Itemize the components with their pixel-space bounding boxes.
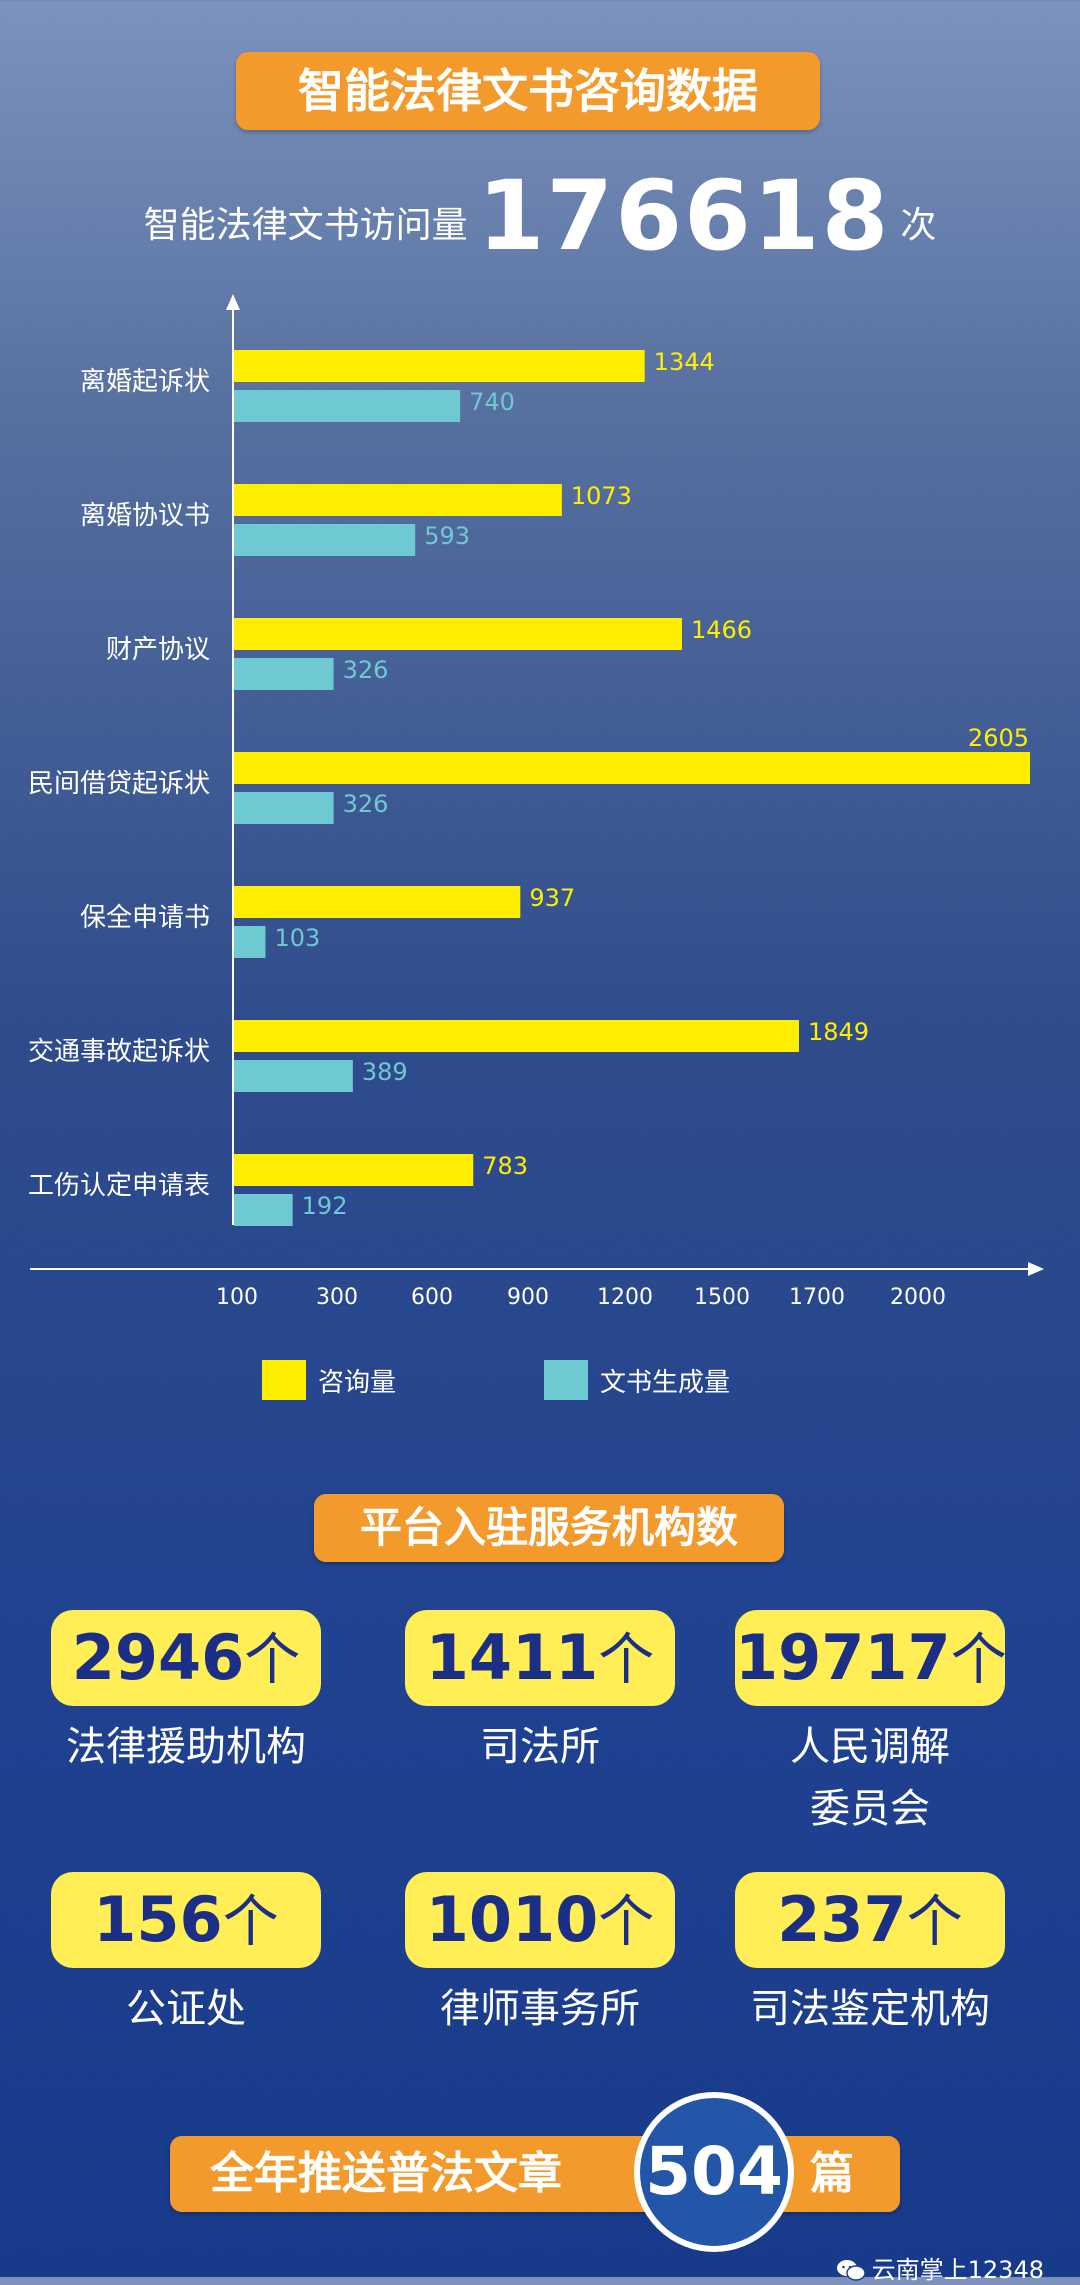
stat-name: 公证处 — [126, 1986, 246, 2032]
legend-label-consult: 咨询量 — [318, 1368, 397, 1398]
x-tick-label: 1200 — [597, 1285, 653, 1310]
bar-value-label: 326 — [343, 656, 389, 684]
bar-value-label: 1073 — [571, 482, 632, 510]
stat-name: 律师事务所 — [440, 1986, 640, 2032]
bar-value-label: 1344 — [654, 348, 715, 376]
stat-card: 156个 公证处 — [36, 1872, 336, 2040]
stat-unit: 个 — [906, 1890, 963, 1955]
bar-value-label: 103 — [274, 924, 320, 952]
watermark: 云南掌上12348 — [836, 2250, 1044, 2285]
bar-value-label: 326 — [343, 790, 389, 818]
category-label: 工伤认定申请表 — [28, 1171, 210, 1201]
x-tick-label: 600 — [411, 1285, 453, 1310]
bar-value-label: 192 — [302, 1192, 348, 1220]
stat-value: 2946 — [71, 1621, 245, 1694]
stat-unit: 个 — [598, 1890, 655, 1955]
legend-swatch-generated — [544, 1360, 588, 1400]
stat-value-box: 1411个 — [405, 1610, 675, 1706]
bar — [234, 658, 334, 690]
bar-value-label: 593 — [424, 522, 470, 550]
stat-unit: 个 — [950, 1628, 1007, 1693]
bar — [234, 350, 645, 382]
bar — [234, 1194, 293, 1226]
bar-value-label: 2605 — [968, 724, 1029, 752]
bar — [234, 1154, 474, 1186]
articles-suffix: 篇 — [810, 2148, 854, 2199]
legend-swatch-consult — [262, 1360, 306, 1400]
bar-value-label: 937 — [529, 884, 575, 912]
stat-value-box: 19717个 — [735, 1610, 1007, 1706]
visits-label: 智能法律文书访问量 — [143, 205, 468, 246]
stat-name: 司法鉴定机构 — [750, 1986, 990, 2032]
stat-card: 1411个 司法所 — [390, 1610, 690, 1778]
bar-value-label: 1466 — [691, 616, 752, 644]
x-tick-label: 100 — [216, 1285, 258, 1310]
category-label: 财产协议 — [106, 635, 210, 665]
legend-label-generated: 文书生成量 — [600, 1368, 731, 1398]
x-tick-label: 900 — [507, 1285, 549, 1310]
bar — [234, 752, 1030, 784]
category-label: 离婚起诉状 — [80, 367, 210, 397]
stat-value-box: 2946个 — [51, 1610, 321, 1706]
wechat-icon — [836, 2260, 866, 2281]
bar-value-label: 1849 — [808, 1018, 869, 1046]
articles-count: 504 — [634, 2092, 794, 2252]
category-label: 离婚协议书 — [80, 501, 210, 531]
stat-card: 1010个 律师事务所 — [390, 1872, 690, 2040]
stat-unit: 个 — [244, 1628, 301, 1693]
visits-line: 智能法律文书访问量 176618 次 — [0, 160, 1080, 272]
bar — [234, 1020, 799, 1052]
stat-value-box: 156个 — [51, 1872, 321, 1968]
stat-name: 法律援助机构 — [66, 1724, 306, 1770]
stat-unit: 个 — [598, 1628, 655, 1693]
section-title: 平台入驻服务机构数 — [314, 1494, 784, 1562]
y-axis-arrow — [226, 294, 240, 310]
bar-value-label: 783 — [482, 1152, 528, 1180]
category-label: 保全申请书 — [80, 903, 210, 933]
watermark-text: 云南掌上12348 — [871, 2256, 1044, 2284]
stat-name: 司法所 — [480, 1724, 600, 1770]
visits-unit: 次 — [900, 205, 937, 246]
stat-value: 19717 — [735, 1621, 951, 1694]
bar — [234, 524, 416, 556]
bar — [234, 886, 521, 918]
bar — [234, 926, 266, 958]
page-title: 智能法律文书咨询数据 — [236, 52, 820, 130]
stat-unit: 个 — [222, 1890, 279, 1955]
bar-value-label: 740 — [469, 388, 515, 416]
visits-value: 176618 — [477, 160, 891, 272]
x-tick-label: 1700 — [789, 1285, 845, 1310]
stat-value-box: 237个 — [735, 1872, 1005, 1968]
bar — [234, 1060, 353, 1092]
stat-name: 人民调解 委员会 — [790, 1724, 950, 1832]
stat-value: 237 — [777, 1883, 907, 1956]
articles-prefix: 全年推送普法文章 — [210, 2148, 562, 2199]
stat-value: 1010 — [425, 1883, 599, 1956]
bar-value-label: 389 — [362, 1058, 408, 1086]
bar-chart: 离婚起诉状 1344 740 离婚协议书 1073 593 财产协议 1466 326 民间借贷起… — [28, 294, 1044, 1310]
stat-card: 19717个 人民调解 委员会 — [720, 1610, 1020, 1840]
x-axis-arrow — [1028, 1262, 1044, 1276]
x-tick-label: 1500 — [694, 1285, 750, 1310]
x-tick-label: 2000 — [890, 1285, 946, 1310]
category-label: 民间借贷起诉状 — [28, 769, 210, 799]
stat-value: 156 — [93, 1883, 223, 1956]
bar — [234, 618, 682, 650]
x-tick-label: 300 — [316, 1285, 358, 1310]
stat-value-box: 1010个 — [405, 1872, 675, 1968]
stat-card: 2946个 法律援助机构 — [36, 1610, 336, 1778]
bar — [234, 390, 461, 422]
category-label: 交通事故起诉状 — [28, 1037, 210, 1067]
bar — [234, 484, 562, 516]
stat-value: 1411 — [425, 1621, 599, 1694]
stat-card: 237个 司法鉴定机构 — [720, 1872, 1020, 2040]
bar — [234, 792, 334, 824]
